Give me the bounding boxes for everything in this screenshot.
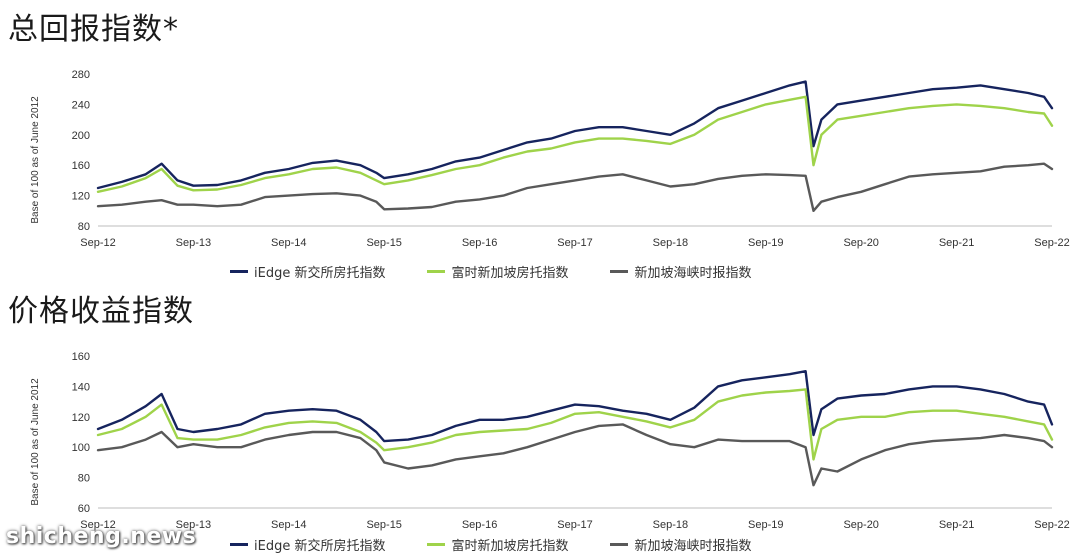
chart1-title: 总回报指数* (8, 12, 179, 47)
chart1-x-tick-8: Sep-20 (843, 237, 878, 249)
chart2-legend-label-0: iEdge 新交所房托指数 (254, 539, 386, 554)
chart2-y-tick-5: 160 (72, 351, 90, 363)
chart1-x-tick-3: Sep-15 (366, 237, 401, 249)
watermark: shicheng.news (6, 524, 197, 549)
chart1-y-tick-4: 240 (72, 99, 90, 111)
chart1-x-tick-6: Sep-18 (653, 237, 688, 249)
chart2-legend-item-0: iEdge 新交所房托指数 (230, 535, 385, 554)
chart2-legend-swatch-navy (230, 543, 248, 546)
chart1-y-label: Base of 100 as of June 2012 (30, 96, 41, 224)
chart2-x-tick-0: Sep-12 (80, 519, 115, 531)
chart1-x-tick-9: Sep-21 (939, 237, 974, 249)
chart1-legend-item-1: 富时新加坡房托指数 (427, 262, 568, 281)
chart2-y-tick-0: 60 (78, 503, 90, 515)
chart1-x-tick-4: Sep-16 (462, 237, 497, 249)
chart2-x-tick-3: Sep-15 (366, 519, 401, 531)
chart1-x-tick-5: Sep-17 (557, 237, 592, 249)
chart2-y-tick-4: 140 (72, 381, 90, 393)
chart2-x-tick-8: Sep-20 (843, 519, 878, 531)
chart2-y-tick-1: 80 (78, 473, 90, 485)
chart1-y-tick-5: 280 (72, 69, 90, 81)
chart1-svg: 80 120 160 200 240 280 Sep-12 Sep-13 Sep-14 Sep-1… (30, 69, 1070, 249)
chart2-legend-swatch-green (427, 543, 446, 546)
chart2-x-tick-4: Sep-16 (462, 519, 497, 531)
chart2-y-label: Base of 100 as of June 2012 (30, 378, 41, 506)
chart1-legend-item-2: 新加坡海峡时报指数 (610, 262, 752, 281)
chart1-x-tick-1: Sep-13 (176, 237, 211, 249)
chart1-legend-swatch-grey (610, 270, 629, 273)
chart2-legend-label-1: 富时新加坡房托指数 (451, 539, 569, 554)
chart2-x-tick-7: Sep-19 (748, 519, 783, 531)
chart2-legend-item-1: 富时新加坡房托指数 (427, 535, 568, 554)
chart2-x-tick-1: Sep-13 (176, 519, 211, 531)
chart1-x-tick-2: Sep-14 (271, 237, 306, 249)
chart1-legend-swatch-navy (230, 270, 248, 273)
chart1-legend-swatch-green (427, 270, 446, 273)
chart2-x-tick-10: Sep-22 (1034, 519, 1069, 531)
chart2-legend-label-2: 新加坡海峡时报指数 (634, 539, 752, 554)
chart1-legend-item-0: iEdge 新交所房托指数 (230, 262, 385, 281)
chart2-legend: iEdge 新交所房托指数 富时新加坡房托指数 新加坡海峡时报指数 (230, 535, 752, 554)
chart2-y-tick-2: 100 (72, 442, 90, 454)
chart2-legend-swatch-grey (610, 543, 629, 546)
chart1-series-line-navy (96, 80, 1054, 190)
chart1-legend: iEdge 新交所房托指数 富时新加坡房托指数 新加坡海峡时报指数 (230, 262, 752, 281)
chart2-x-tick-9: Sep-21 (939, 519, 974, 531)
chart2-series-line-green (96, 388, 1054, 461)
chart2-svg: 60 80 100 120 140 160 Sep-12 Sep-13 Sep-14 Sep-15… (30, 351, 1070, 531)
chart1-y-tick-3: 200 (72, 130, 90, 142)
chart1-y-tick-1: 120 (72, 191, 90, 203)
chart1-y-tick-2: 160 (72, 160, 90, 172)
chart1-legend-label-1: 富时新加坡房托指数 (451, 266, 569, 281)
chart2-series-line-grey (96, 423, 1054, 487)
chart2-legend-item-2: 新加坡海峡时报指数 (610, 535, 752, 554)
chart2-series-line-navy (96, 370, 1054, 443)
chart1-legend-label-2: 新加坡海峡时报指数 (634, 266, 752, 281)
chart2-y-tick-3: 120 (72, 412, 90, 424)
chart2-x-tick-5: Sep-17 (557, 519, 592, 531)
chart1-legend-label-0: iEdge 新交所房托指数 (254, 266, 386, 281)
chart1-series-line-green (96, 95, 1054, 194)
chart1-y-tick-0: 80 (78, 221, 90, 233)
chart1-x-tick-0: Sep-12 (80, 237, 115, 249)
chart1-x-tick-10: Sep-22 (1034, 237, 1069, 249)
chart2-x-tick-2: Sep-14 (271, 519, 306, 531)
chart2-x-tick-6: Sep-18 (653, 519, 688, 531)
chart2-title: 价格收益指数 (8, 294, 194, 329)
chart1-x-tick-7: Sep-19 (748, 237, 783, 249)
chart1-series-line-grey (96, 162, 1054, 213)
